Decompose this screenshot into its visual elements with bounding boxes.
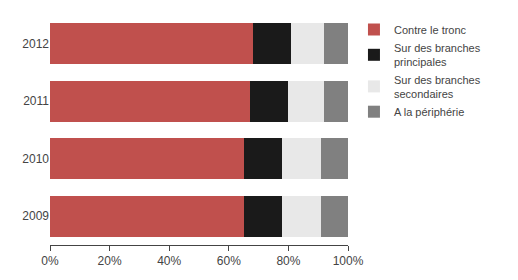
- svg-text:80%: 80%: [276, 254, 300, 268]
- svg-text:2010: 2010: [22, 152, 49, 166]
- svg-text:100%: 100%: [333, 254, 364, 268]
- svg-text:Sur des branchesprincipales: Sur des branchesprincipales: [394, 42, 481, 68]
- svg-text:20%: 20%: [98, 254, 122, 268]
- svg-text:40%: 40%: [157, 254, 181, 268]
- svg-text:A la périphérie: A la périphérie: [394, 106, 464, 118]
- svg-text:2011: 2011: [23, 94, 49, 108]
- svg-text:0%: 0%: [41, 254, 59, 268]
- svg-text:Contre le tronc: Contre le tronc: [394, 24, 467, 36]
- svg-text:Sur des branchessecondaires: Sur des branchessecondaires: [394, 74, 481, 100]
- svg-text:2012: 2012: [22, 37, 49, 51]
- svg-text:60%: 60%: [217, 254, 241, 268]
- svg-text:2009: 2009: [22, 209, 49, 223]
